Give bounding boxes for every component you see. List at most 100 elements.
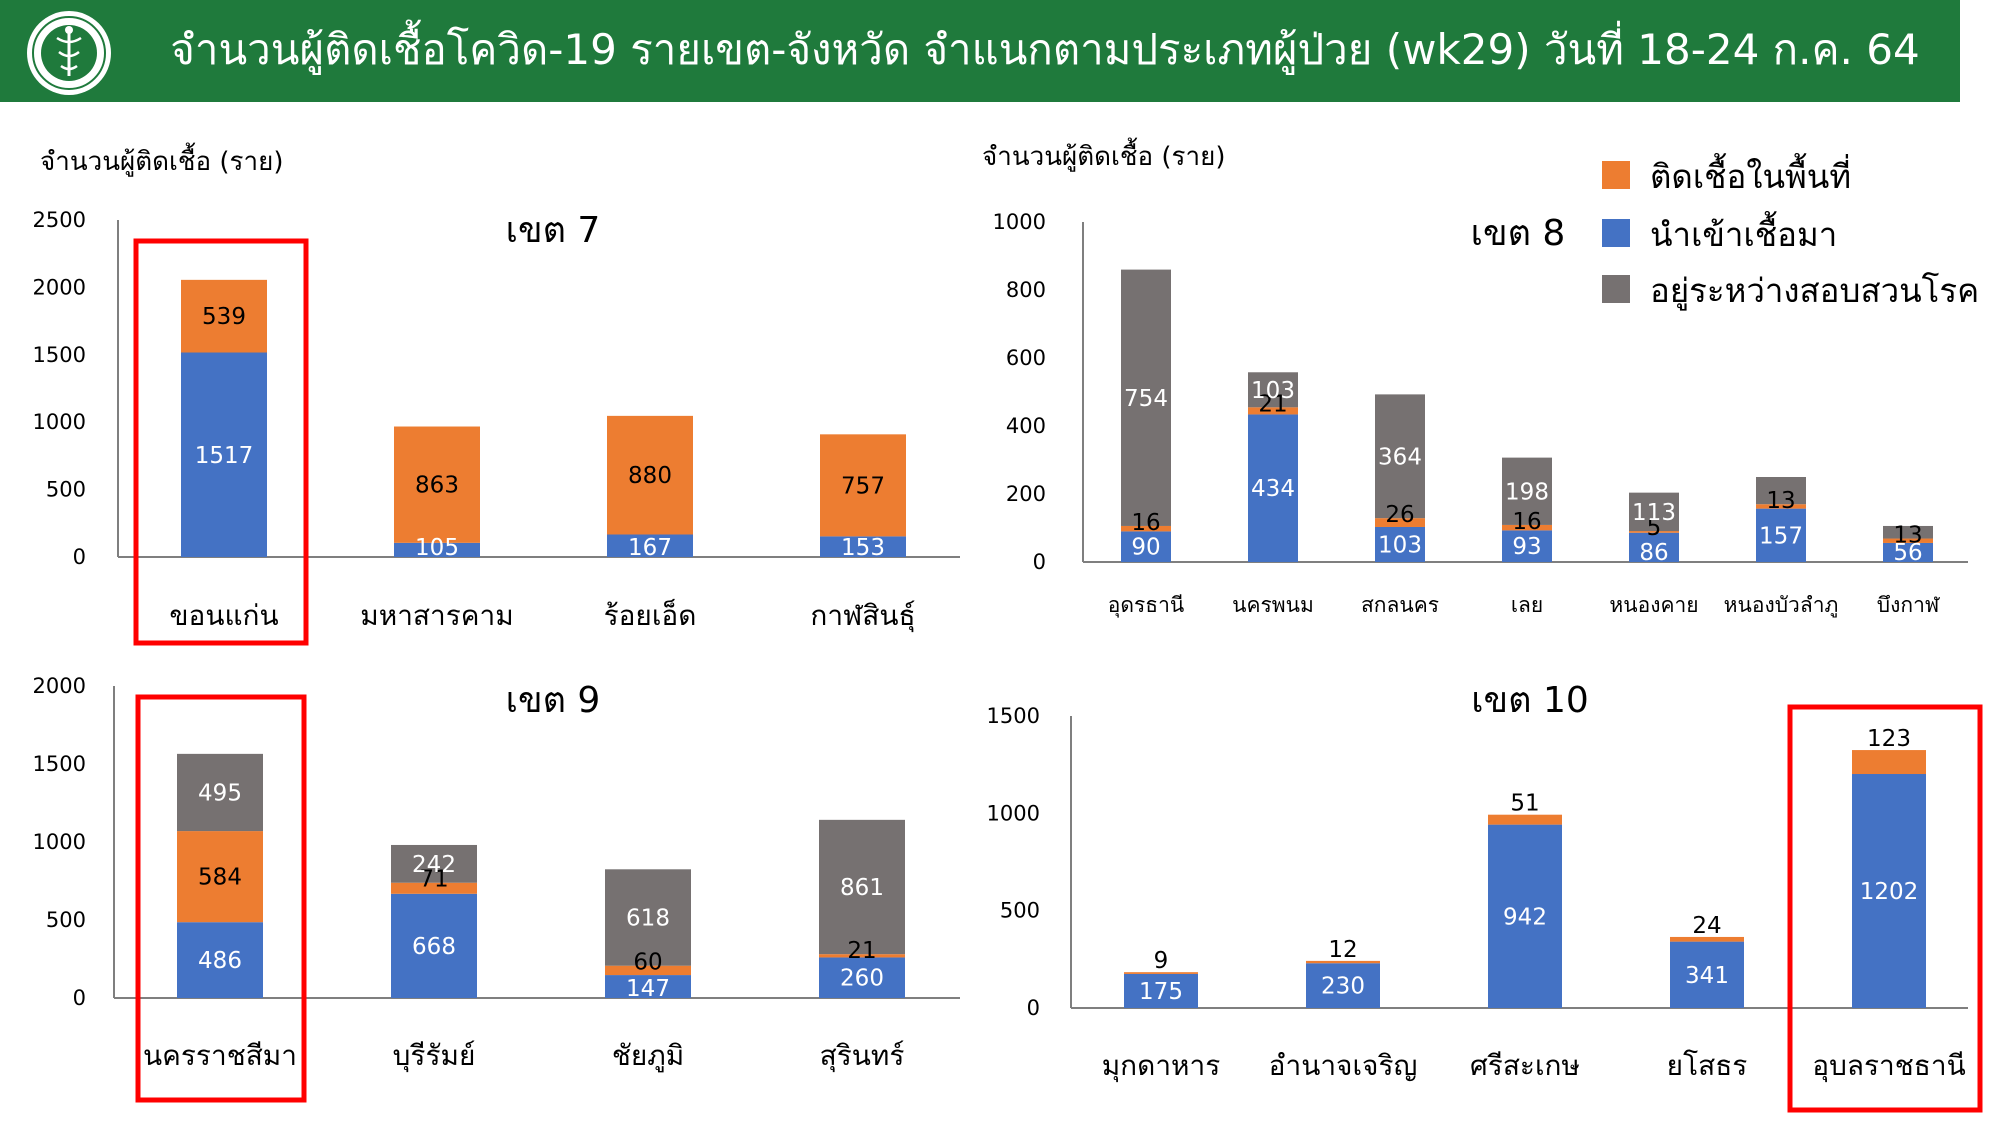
x-tick-label: ยโสธร (1667, 1049, 1748, 1082)
data-label: 90 (1131, 535, 1160, 561)
bar-segment-imported (605, 975, 691, 998)
data-label: 9 (1154, 948, 1169, 974)
x-tick-label: สกลนคร (1361, 593, 1439, 617)
y-tick-label: 200 (1006, 482, 1046, 506)
bar-segment-imported (1124, 973, 1198, 1008)
data-label: 539 (202, 304, 246, 330)
data-label: 757 (841, 473, 885, 499)
bar-segment-imported (391, 893, 477, 998)
bar-segment-investigating (1502, 457, 1552, 525)
bar-segment-local (1124, 972, 1198, 974)
x-tick-label: สุรินทร์ (820, 1039, 905, 1073)
data-label: 584 (198, 865, 242, 891)
data-label: 1202 (1860, 879, 1919, 905)
x-tick-label: ร้อยเอ็ด (604, 598, 697, 632)
bar-segment-investigating (605, 869, 691, 966)
x-tick-label: อำนาจเจริญ (1269, 1049, 1418, 1082)
data-label: 71 (419, 867, 448, 893)
data-label: 56 (1893, 540, 1922, 566)
bar-segment-local (1670, 936, 1744, 942)
data-label: 198 (1505, 479, 1549, 505)
y-tick-label: 0 (1033, 550, 1046, 574)
data-label: 16 (1131, 510, 1160, 536)
bar-segment-imported (1852, 774, 1926, 1008)
bar-segment-local (607, 415, 693, 535)
data-label: 230 (1321, 974, 1365, 1000)
x-tick-label: มหาสารคาม (360, 599, 513, 632)
bar-segment-local (1502, 524, 1552, 531)
data-label: 60 (633, 950, 662, 976)
y-tick-label: 0 (73, 986, 86, 1010)
legend-swatch-investigating (1602, 275, 1630, 303)
bar-segment-imported (1883, 542, 1933, 562)
data-label: 1517 (195, 443, 254, 469)
data-label: 86 (1639, 540, 1668, 566)
y-tick-label: 0 (1027, 996, 1040, 1020)
bar-segment-investigating (1756, 477, 1806, 505)
data-label: 364 (1378, 444, 1422, 470)
bar-segment-investigating (1248, 372, 1298, 408)
data-label: 24 (1692, 913, 1721, 939)
data-label: 103 (1378, 532, 1422, 558)
data-label: 21 (847, 938, 876, 964)
bar-segment-imported (181, 352, 267, 557)
y-axis-label: จำนวนผู้ติดเชื้อ (ราย) (40, 142, 283, 177)
legend-entry: อยู่ระหว่างสอบสวนโรค (1650, 271, 1979, 311)
data-label: 942 (1503, 904, 1547, 930)
x-tick-label: เลย (1511, 593, 1543, 617)
bar-segment-local (1248, 407, 1298, 415)
x-tick-label: บุรีรัมย์ (393, 1039, 476, 1073)
bar-segment-local (1121, 525, 1171, 532)
legend-swatch-local (1602, 161, 1630, 189)
y-tick-label: 2000 (33, 275, 86, 299)
bar-segment-investigating (1375, 394, 1425, 519)
y-tick-label: 1000 (33, 830, 86, 854)
data-label: 93 (1512, 534, 1541, 560)
bar-segment-imported (1502, 530, 1552, 562)
x-tick-label: หนองบัวลำภู (1724, 593, 1839, 618)
legend-swatch-imported (1602, 219, 1630, 247)
data-label: 157 (1759, 523, 1803, 549)
bar-segment-investigating (1629, 492, 1679, 532)
bar-segment-local (394, 426, 480, 543)
data-label: 341 (1685, 963, 1729, 989)
data-label: 16 (1512, 509, 1541, 535)
bar-segment-imported (1248, 414, 1298, 562)
y-tick-label: 1500 (987, 704, 1040, 728)
bar-segment-imported (1488, 824, 1562, 1008)
data-label: 668 (412, 934, 456, 960)
data-label: 880 (628, 463, 672, 489)
bar-segment-local (177, 831, 263, 923)
chart-title: เขต 10 (1471, 680, 1589, 721)
x-tick-label: อุดรธานี (1108, 593, 1185, 618)
bar-segment-local (1756, 504, 1806, 509)
data-label: 861 (840, 875, 884, 901)
highlight-box (1787, 704, 1983, 1113)
bar-segment-local (1306, 960, 1380, 964)
x-tick-label: บึงกาฬ (1877, 593, 1940, 617)
y-tick-label: 1500 (33, 343, 86, 367)
header-bar: จำนวนผู้ติดเชื้อโควิด-19 รายเขต-จังหวัด … (0, 0, 1960, 102)
y-tick-label: 500 (46, 478, 86, 502)
x-tick-label: ชัยภูมิ (612, 1039, 684, 1073)
x-tick-label: ขอนแก่น (169, 599, 278, 632)
x-tick-label: นครพนม (1232, 593, 1314, 617)
y-tick-label: 1000 (987, 801, 1040, 825)
x-tick-label: หนองคาย (1609, 593, 1698, 617)
y-tick-label: 500 (46, 908, 86, 932)
bar-segment-investigating (391, 844, 477, 883)
legend-entry: ติดเชื้อในพื้นที่ (1650, 153, 1851, 196)
data-label: 113 (1632, 500, 1676, 526)
chart-title: เขต 8 (1471, 213, 1566, 254)
bar-segment-local (1883, 538, 1933, 543)
data-label: 147 (626, 976, 670, 1002)
x-tick-label: ศรีสะเกษ (1470, 1049, 1580, 1082)
bar-segment-local (1488, 814, 1562, 825)
bar-segment-imported (1306, 963, 1380, 1008)
y-tick-label: 500 (1000, 899, 1040, 923)
bar-segment-imported (1670, 941, 1744, 1008)
y-tick-label: 800 (1006, 278, 1046, 302)
data-label: 486 (198, 948, 242, 974)
data-label: 13 (1766, 488, 1795, 514)
